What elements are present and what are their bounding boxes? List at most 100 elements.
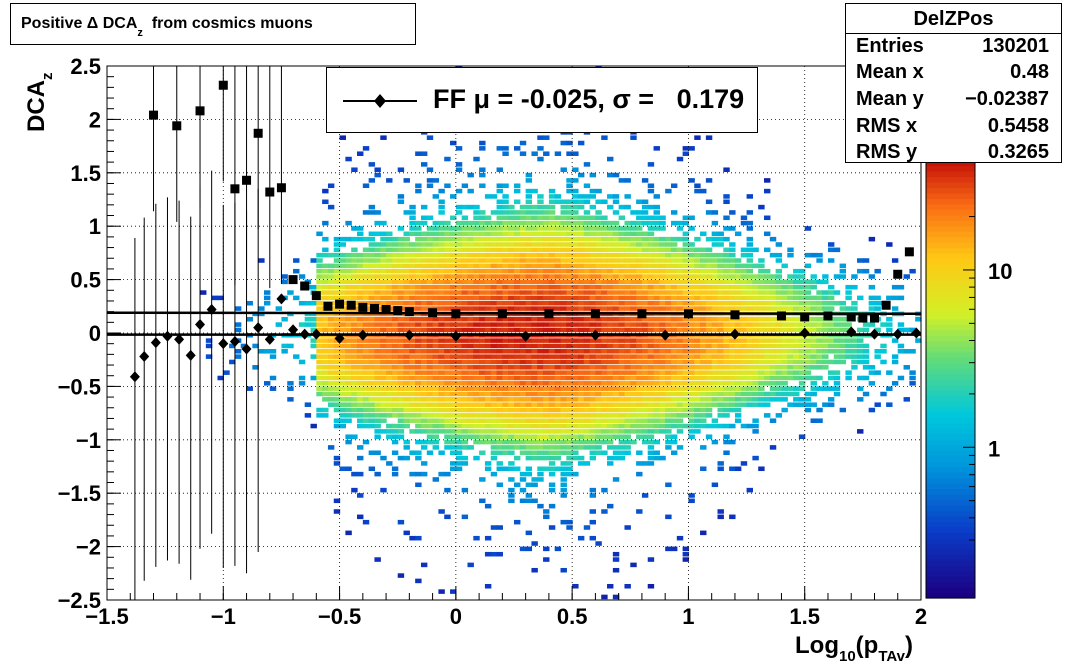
colorbar-segment: [926, 176, 975, 183]
diamond-marker: [404, 329, 415, 341]
diamond-marker: [846, 326, 857, 338]
diamond-marker: [729, 328, 740, 340]
square-marker: [288, 275, 298, 285]
colorbar-segment: [926, 285, 975, 292]
square-marker: [428, 308, 438, 318]
colorbar-segment: [926, 313, 975, 320]
colorbar-segment: [926, 203, 975, 210]
stats-row-rms-y: RMS y 0.3265: [856, 141, 1049, 163]
colorbar-segment: [926, 335, 975, 342]
colorbar-segment: [926, 346, 975, 353]
square-marker: [358, 302, 368, 312]
colorbar-segment: [926, 422, 975, 429]
square-marker: [904, 247, 914, 257]
stats-divider: [846, 33, 1061, 34]
square-marker: [800, 312, 810, 322]
diamond-marker: [911, 327, 922, 339]
colorbar-segment: [926, 280, 975, 287]
colorbar-segment: [926, 357, 975, 364]
colorbar-segment: [926, 187, 975, 194]
colorbar-segment: [926, 247, 975, 254]
y-tick-label: −1.5: [58, 481, 101, 506]
colorbar-segment: [926, 521, 975, 528]
diamond-marker: [174, 333, 185, 345]
colorbar-segment: [926, 570, 975, 577]
colorbar-segment: [926, 515, 975, 522]
colorbar-segment: [926, 198, 975, 205]
colorbar-segment: [926, 433, 975, 440]
diamond-marker: [129, 371, 140, 383]
colorbar-segment: [926, 220, 975, 227]
colorbar-segment: [926, 368, 975, 375]
square-marker: [683, 309, 693, 319]
colorbar-segment: [926, 165, 975, 172]
square-marker: [869, 313, 879, 323]
legend: FF μ = -0.025, σ = 0.179: [326, 67, 758, 133]
y-tick-label: −2.5: [58, 588, 101, 613]
colorbar-segment: [926, 548, 975, 555]
square-marker: [195, 106, 205, 116]
diamond-marker: [276, 293, 287, 305]
diamond-marker: [590, 329, 601, 341]
colorbar-segment: [926, 537, 975, 544]
square-marker: [393, 306, 403, 316]
colorbar-segment: [926, 253, 975, 260]
colorbar-segment: [926, 209, 975, 216]
diamond-marker: [357, 329, 368, 341]
colorbar-segment: [926, 242, 975, 249]
y-tick-label: 0: [89, 321, 101, 346]
square-marker: [451, 309, 461, 319]
colorbar-segment: [926, 324, 975, 331]
diamond-marker: [799, 327, 810, 339]
diamond-marker: [288, 324, 299, 336]
square-marker: [253, 128, 263, 138]
x-tick-label: −1.5: [85, 604, 128, 629]
diamond-marker: [162, 330, 173, 342]
colorbar-segment: [926, 192, 975, 199]
colorbar-segment: [926, 291, 975, 298]
diamond-marker: [229, 336, 240, 348]
y-tick-label: −2: [76, 535, 101, 560]
colorbar-segment: [926, 483, 975, 490]
colorbar-segment: [926, 181, 975, 188]
colorbar-segment: [926, 504, 975, 511]
square-marker: [544, 309, 554, 319]
square-marker: [346, 300, 356, 310]
diamond-marker: [253, 322, 264, 334]
stats-row-mean-x: Mean x 0.48: [856, 61, 1049, 83]
x-tick-label: 0: [450, 604, 462, 629]
colorbar-segment: [926, 439, 975, 446]
colorbar-segment: [926, 488, 975, 495]
colorbar-segment: [926, 395, 975, 402]
diamond-marker: [450, 330, 461, 342]
y-tick-label: 2.5: [70, 54, 101, 79]
colorbar-segment: [926, 428, 975, 435]
colorbar-segment: [926, 477, 975, 484]
colorbar-segment: [926, 493, 975, 501]
square-marker: [846, 312, 856, 322]
legend-marker-icon: [343, 94, 417, 108]
y-tick-label: 1: [89, 214, 101, 239]
stats-row-entries: Entries 130201: [856, 35, 1049, 57]
colorbar-segment: [926, 411, 975, 418]
diamond-marker: [195, 318, 206, 330]
colorbar-segment: [926, 406, 975, 413]
diamond-marker: [139, 350, 150, 362]
y-tick-label: 2: [89, 107, 101, 132]
colorbar-segment: [926, 329, 975, 336]
plot-title-box: Positive Δ DCAz from cosmics muons: [10, 3, 416, 45]
colorbar-segment: [926, 543, 975, 550]
y-tick-label: −1: [76, 428, 101, 453]
x-tick-label: 1.5: [789, 604, 820, 629]
colorbar-segment: [926, 214, 975, 221]
diamond-marker: [334, 332, 345, 344]
colorbar-segment: [926, 565, 975, 572]
colorbar-segment: [926, 466, 975, 473]
square-marker: [858, 313, 868, 323]
fit-line-0: [106, 311, 922, 316]
colorbar-segment: [926, 318, 975, 325]
colorbar-segment: [926, 373, 975, 380]
colorbar-segment: [926, 510, 975, 517]
x-tick-label: −1: [211, 604, 236, 629]
colorbar-segment: [926, 351, 975, 358]
